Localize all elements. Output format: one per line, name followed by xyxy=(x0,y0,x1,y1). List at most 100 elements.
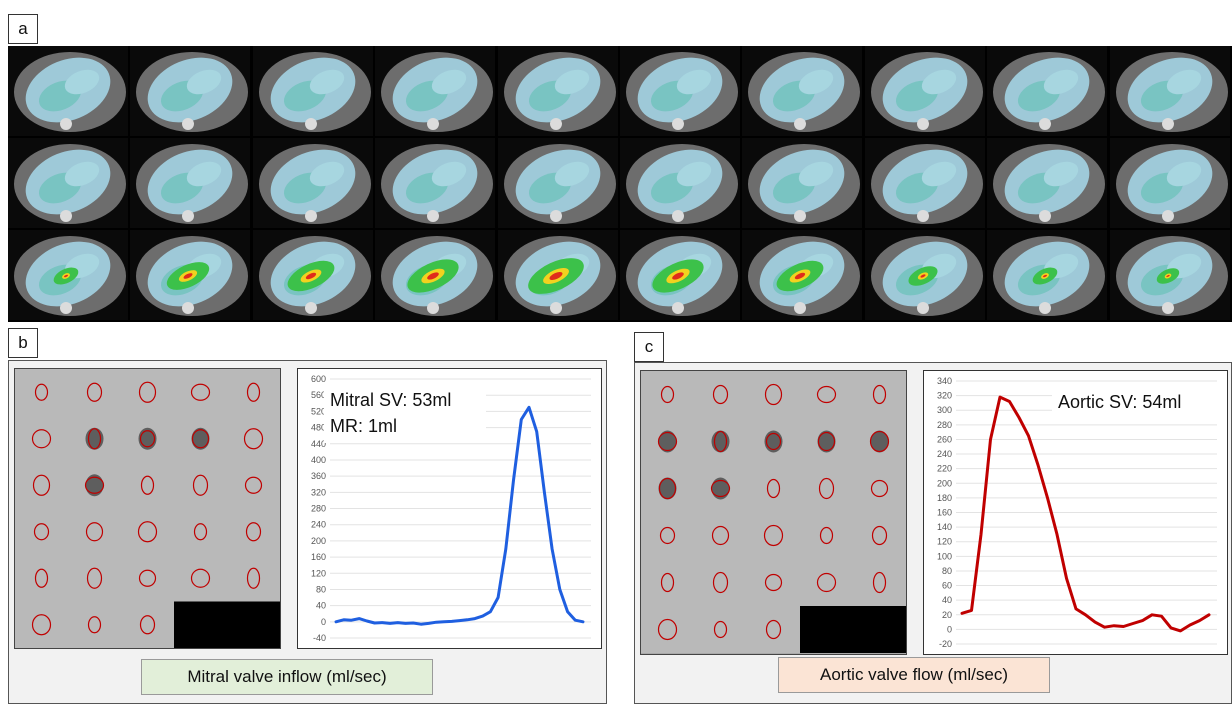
y-tick-label: 20 xyxy=(942,610,952,620)
mosaic-cell xyxy=(15,369,68,416)
mosaic-cell xyxy=(121,508,174,555)
mri-frame xyxy=(252,46,373,136)
y-tick-label: 120 xyxy=(937,537,952,547)
mosaic-cell xyxy=(694,559,747,606)
mri-frame xyxy=(987,230,1108,320)
y-tick-label: 480 xyxy=(311,423,326,433)
valve-contour xyxy=(193,523,208,541)
y-tick-label: 320 xyxy=(311,487,326,497)
mri-frame xyxy=(864,138,985,228)
mosaic-cell xyxy=(227,508,280,555)
y-tick-label: 320 xyxy=(937,391,952,401)
valve-contour xyxy=(658,477,677,500)
mosaic-cell xyxy=(853,512,906,559)
y-tick-label: 520 xyxy=(311,406,326,416)
valve-contour xyxy=(817,431,836,452)
valve-contour xyxy=(870,479,889,498)
valve-contour xyxy=(660,385,675,404)
valve-contour xyxy=(711,525,730,546)
mri-frame xyxy=(130,138,251,228)
mri-frame xyxy=(620,46,740,136)
panel-label-a: a xyxy=(8,14,38,44)
aortic-contour-mosaic-image xyxy=(641,371,906,653)
mosaic-cell xyxy=(68,369,121,416)
mosaic-cell xyxy=(68,555,121,602)
mosaic-cell xyxy=(641,559,694,606)
valve-contour xyxy=(765,432,782,451)
y-tick-label: 280 xyxy=(311,504,326,514)
mosaic-cell xyxy=(121,369,174,416)
valve-contour xyxy=(34,383,49,401)
valve-contour xyxy=(87,428,102,450)
mosaic-cell xyxy=(15,415,68,462)
aortic-flow-chart-svg: 3403203002802602402202001801601401201008… xyxy=(937,376,1217,649)
mosaic-cell xyxy=(227,462,280,509)
mitral-flow-chart-svg: 6005605204804404003603202802402001601208… xyxy=(311,374,591,643)
y-tick-label: 200 xyxy=(311,536,326,546)
mri-frame xyxy=(620,230,740,320)
valve-contour xyxy=(33,523,50,541)
mitral-flow-chart: 600 560 520 480 440 400 360 320 280 240 200 160 120 8… xyxy=(297,368,602,649)
mri-frame xyxy=(130,230,251,320)
y-tick-label: 80 xyxy=(316,584,326,594)
mri-frame xyxy=(375,46,496,136)
y-tick-label: 180 xyxy=(937,493,952,503)
mri-frame xyxy=(987,138,1108,228)
mosaic-cell xyxy=(174,369,227,416)
panel-label-b: b xyxy=(8,328,38,358)
y-tick-label: 120 xyxy=(311,568,326,578)
valve-contour xyxy=(190,568,211,588)
mri-frame xyxy=(497,138,618,228)
y-tick-label: 360 xyxy=(311,471,326,481)
valve-contour xyxy=(34,568,49,588)
y-tick-label: 220 xyxy=(937,464,952,474)
y-tick-label: 260 xyxy=(937,434,952,444)
valve-contour xyxy=(765,619,782,640)
valve-contour xyxy=(137,521,158,543)
valve-contour xyxy=(246,382,261,402)
valve-contour xyxy=(869,430,890,453)
mosaic-cell xyxy=(121,601,174,648)
y-tick-label: 300 xyxy=(937,405,952,415)
y-tick-label: -40 xyxy=(313,633,326,643)
mosaic-cell xyxy=(227,555,280,602)
mri-frame xyxy=(742,138,863,228)
valve-contour xyxy=(32,474,51,496)
valve-contour xyxy=(712,384,729,405)
mosaic-cell xyxy=(121,555,174,602)
y-tick-label: 60 xyxy=(942,581,952,591)
valve-contour xyxy=(243,428,264,450)
valve-contour xyxy=(819,526,834,545)
mosaic-cell xyxy=(747,465,800,512)
y-tick-label: 400 xyxy=(311,455,326,465)
valve-contour xyxy=(140,475,155,495)
mosaic-cell xyxy=(68,601,121,648)
valve-contour xyxy=(138,569,157,587)
y-tick-label: -20 xyxy=(939,639,952,649)
mosaic-cell xyxy=(694,512,747,559)
valve-contour xyxy=(190,383,211,401)
mri-frame xyxy=(375,230,496,320)
valve-contour xyxy=(657,431,678,452)
valve-contour xyxy=(710,479,731,498)
mosaic-cell xyxy=(68,508,121,555)
y-tick-label: 40 xyxy=(316,601,326,611)
mosaic-cell xyxy=(800,465,853,512)
y-tick-label: 280 xyxy=(937,420,952,430)
mri-frame xyxy=(742,230,863,320)
mitral-stats-box: Mitral SV: 53ml MR: 1ml xyxy=(324,383,486,443)
cardiac-mri-frame-strip xyxy=(8,46,1232,322)
valve-contour xyxy=(139,615,156,635)
y-tick-label: 560 xyxy=(311,390,326,400)
mosaic-cell xyxy=(800,559,853,606)
y-tick-label: 0 xyxy=(321,617,326,627)
mosaic-cell xyxy=(800,371,853,418)
mosaic-cell xyxy=(747,606,800,653)
aortic-stats-box: Aortic SV: 54ml xyxy=(1052,385,1224,419)
valve-contour xyxy=(86,567,103,589)
mosaic-cell xyxy=(800,512,853,559)
y-tick-label: 600 xyxy=(311,374,326,384)
valve-contour xyxy=(139,430,156,448)
valve-contour xyxy=(871,525,888,546)
mosaic-cell xyxy=(694,371,747,418)
